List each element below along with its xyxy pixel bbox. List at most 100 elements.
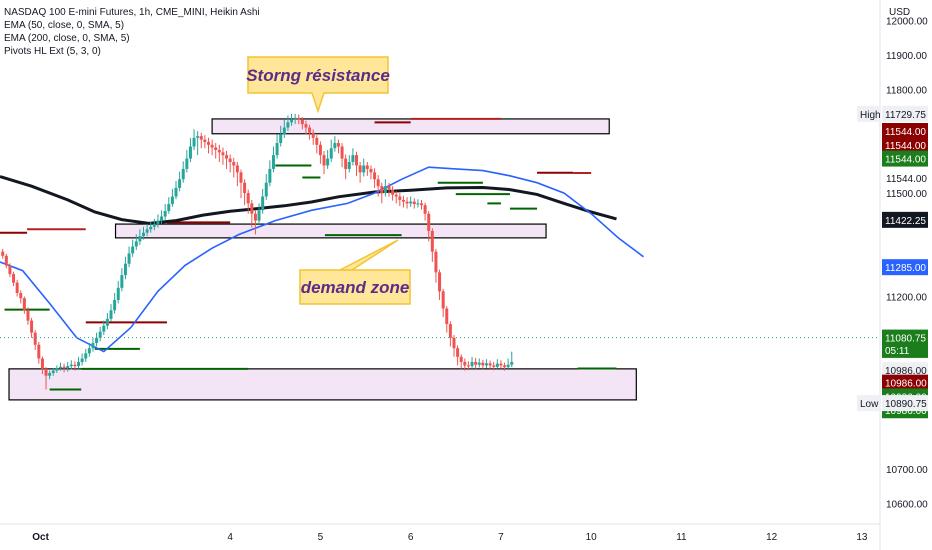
price-label-badge [882, 341, 928, 358]
candle-down [203, 139, 207, 143]
candle-up [196, 136, 200, 138]
candle-down [8, 265, 12, 275]
candle-down [488, 363, 492, 366]
price-label-text: 10986.00 [885, 366, 927, 377]
candle-down [503, 365, 507, 368]
candle-down [311, 132, 315, 138]
candle-down [232, 162, 236, 166]
price-label-badge [882, 136, 928, 153]
candle-down [1, 251, 5, 256]
candle-down [355, 155, 359, 166]
demand-callout-text: demand zone [301, 278, 410, 297]
candle-up [477, 362, 481, 365]
candle-up [105, 318, 109, 326]
candle-down [452, 337, 456, 349]
candle-down [419, 203, 423, 206]
candle-up [470, 361, 474, 367]
candle-down [12, 274, 16, 283]
candle-down [253, 213, 257, 221]
candle-down [358, 165, 362, 173]
candle-up [326, 158, 330, 166]
candle-up [181, 168, 185, 180]
candle-down [15, 282, 19, 294]
candle-up [127, 253, 131, 264]
candle-up [48, 373, 52, 376]
candle-down [4, 255, 8, 266]
candle-up [286, 122, 290, 128]
candle-down [199, 136, 203, 140]
candle-down [33, 332, 37, 345]
candle-up [134, 241, 138, 247]
price-label-text: 11544.00 [885, 155, 926, 166]
price-label-text: 11729.75 [885, 110, 926, 121]
x-tick-label: 13 [856, 532, 868, 543]
candle-up [282, 127, 286, 135]
candle-up [98, 331, 102, 338]
candle-up [145, 229, 149, 233]
zone-demand-lower [8, 368, 637, 401]
candle-down [214, 147, 218, 150]
candle-down [405, 201, 409, 204]
x-tick-label: 6 [408, 532, 414, 543]
candle-up [362, 165, 366, 173]
candle-up [510, 361, 514, 365]
candle-up [109, 310, 113, 319]
candle-up [185, 158, 189, 169]
candle-up [409, 201, 413, 204]
price-label-badge [882, 362, 928, 379]
candle-up [77, 361, 81, 367]
price-label-badge [882, 105, 928, 122]
candle-up [275, 143, 279, 156]
candle-down [369, 168, 373, 173]
candle-up [142, 232, 146, 237]
candle-down [412, 201, 416, 205]
candle-down [398, 196, 402, 200]
candle-up [257, 210, 261, 221]
candle-up [156, 220, 160, 225]
candle-down [300, 119, 304, 125]
candle-up [123, 263, 127, 276]
demand-callout-box [299, 269, 411, 305]
ema200-legend: EMA (200, close, 0, SMA, 5) [4, 33, 130, 44]
candle-up [268, 168, 272, 183]
y-tick-label: 11900.00 [886, 51, 927, 62]
candle-up [163, 210, 167, 217]
candle-down [228, 158, 232, 163]
candle-up [51, 370, 55, 374]
candle-down [481, 362, 485, 366]
price-label-text: Low [860, 399, 879, 410]
candle-down [30, 320, 34, 333]
price-label-text: High [860, 110, 881, 121]
candle-up [170, 196, 174, 205]
candle-up [329, 148, 333, 159]
price-label-text: 05:11 [885, 346, 910, 357]
candle-up [131, 246, 135, 254]
candle-down [492, 365, 496, 367]
candle-down [427, 213, 431, 231]
price-label-text: 10986.00 [885, 379, 927, 390]
x-tick-label: 11 [676, 532, 687, 543]
candle-down [239, 172, 243, 183]
demand-callout-pointer [339, 239, 399, 271]
candle-up [80, 358, 84, 362]
candle-up [91, 343, 95, 349]
price-label-text: 11544.00 [885, 127, 926, 138]
candle-down [40, 358, 44, 369]
price-label-text: 10986.00 [885, 406, 927, 417]
candle-down [210, 144, 214, 148]
candle-down [62, 366, 66, 369]
candle-down [217, 149, 221, 153]
candle-up [347, 162, 351, 169]
price-label-badge [882, 150, 928, 167]
candle-up [152, 224, 156, 227]
candle-down [225, 155, 229, 159]
candle-up [290, 119, 294, 123]
price-label-badge [882, 123, 928, 139]
candle-down [380, 186, 384, 194]
candle-down [297, 117, 301, 120]
candle-down [344, 158, 348, 169]
x-tick-label: 7 [498, 532, 504, 543]
candle-down [387, 186, 391, 190]
candle-down [308, 127, 312, 133]
